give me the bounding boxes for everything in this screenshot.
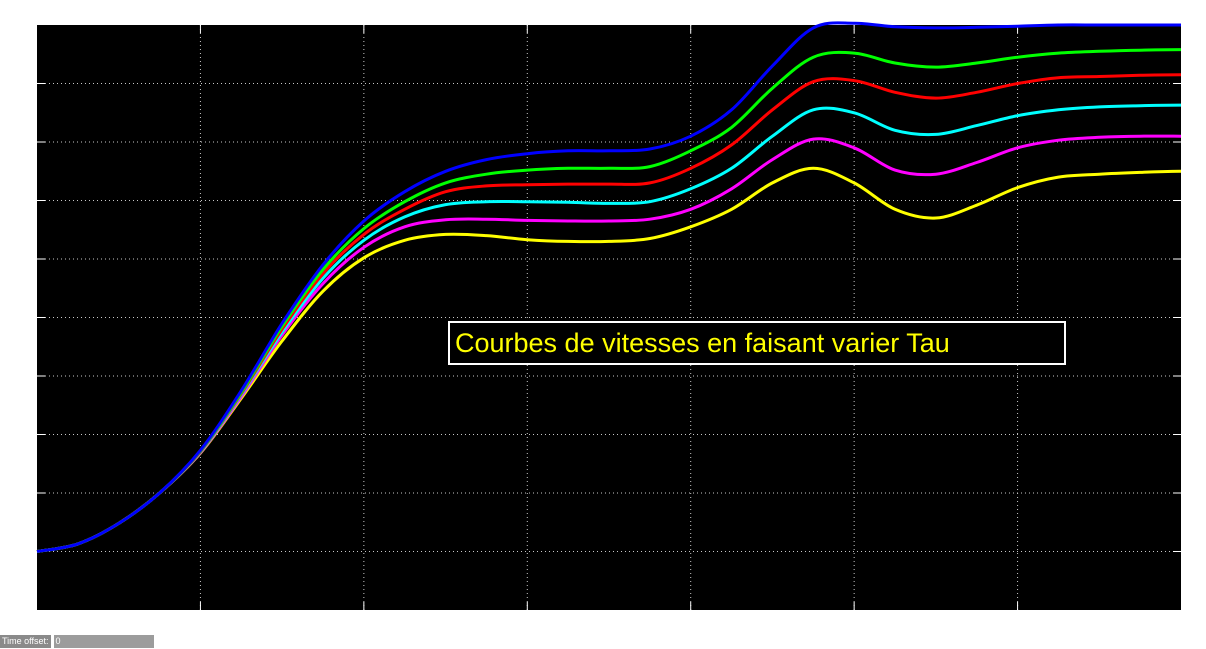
series-line-0 xyxy=(36,21,1181,553)
annotation-label: Courbes de vitesses en faisant varier Ta… xyxy=(448,321,1066,365)
status-bar: Time offset: 0 xyxy=(0,634,154,649)
time-offset-field[interactable]: 0 xyxy=(53,635,154,648)
series-layer xyxy=(36,21,1182,553)
time-offset-label: Time offset: xyxy=(0,635,51,648)
grid xyxy=(37,25,1181,610)
